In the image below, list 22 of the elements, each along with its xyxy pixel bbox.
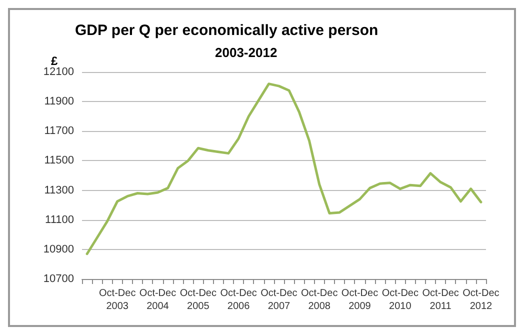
y-tick-label: 11500: [44, 154, 74, 167]
x-tick-label: Oct-Dec 2012: [462, 288, 500, 312]
y-tick-label: 10700: [43, 273, 74, 285]
y-tick-label: 10900: [43, 243, 74, 256]
x-tick-label: Oct-Dec 2005: [180, 288, 216, 312]
x-tick-label: Oct-Dec 2004: [139, 288, 176, 312]
y-tick-label: 11300: [44, 184, 74, 196]
chart-subtitle: 2003-2012: [215, 45, 278, 60]
y-axis-title: £: [51, 54, 58, 68]
x-tick-label: Oct-Dec 2006: [220, 288, 257, 312]
y-tick-label: 11900: [44, 96, 74, 108]
x-tick-label: Oct-Dec 2003: [99, 288, 136, 312]
x-tick-label: Oct-Dec 2007: [260, 288, 298, 312]
x-tick-label: Oct-Dec 2011: [422, 288, 459, 312]
y-tick-label: 11700: [44, 125, 74, 138]
x-tick-label: Oct-Dec 2009: [341, 288, 378, 312]
chart-title: GDP per Q per economically active person: [75, 22, 378, 39]
line-series: [86, 82, 482, 256]
y-tick-label: 11100: [45, 214, 74, 226]
x-tick-label: Oct-Dec 2008: [301, 288, 338, 312]
x-tick-label: Oct-Dec 2010: [382, 288, 418, 312]
y-tick-label: 12100: [43, 66, 74, 78]
